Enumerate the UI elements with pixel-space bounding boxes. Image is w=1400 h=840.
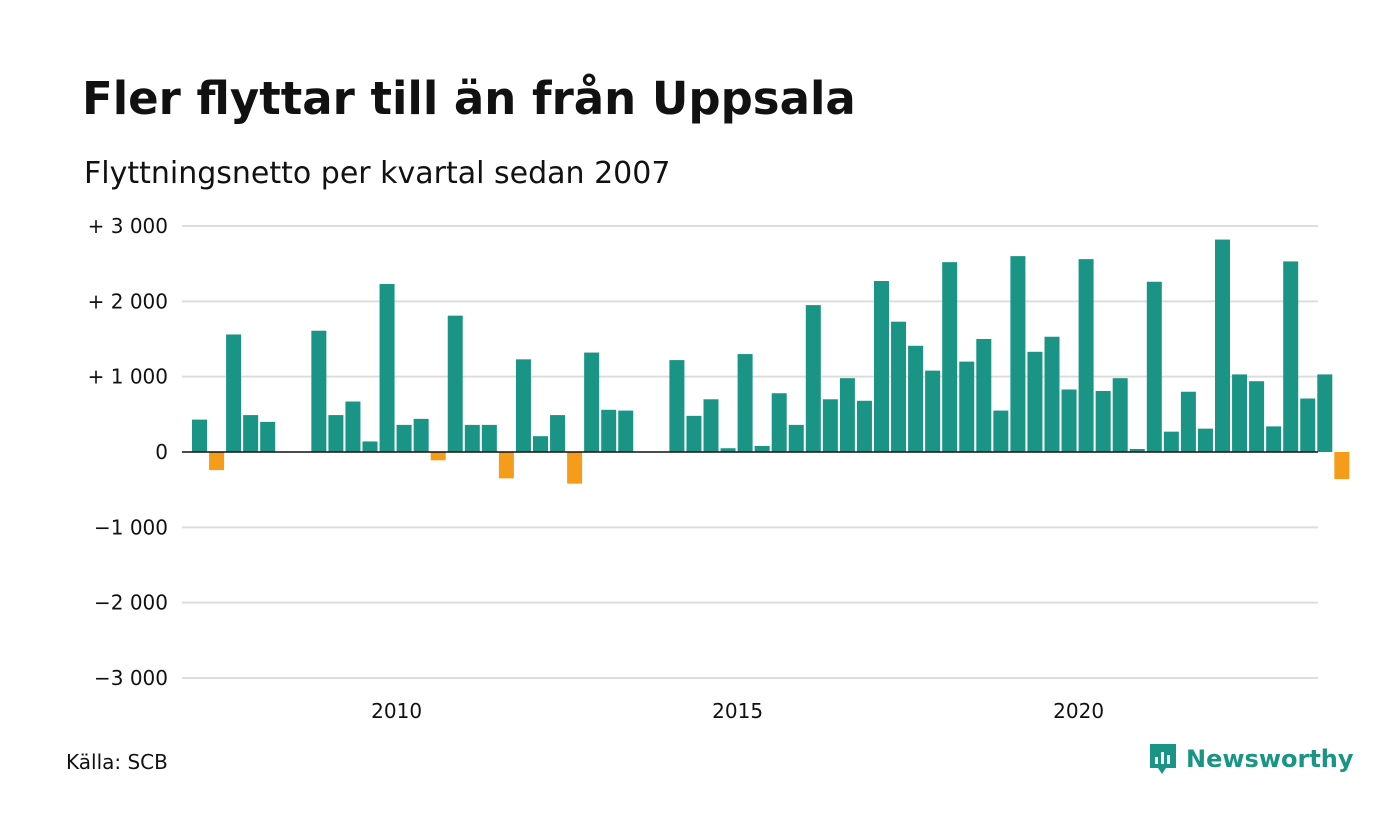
bar-2023-k4 bbox=[1334, 452, 1350, 480]
bars bbox=[192, 239, 1350, 484]
bar-2010-k2 bbox=[413, 418, 429, 452]
bar-2011-k1 bbox=[464, 424, 480, 452]
bar-2020-k1 bbox=[1078, 259, 1094, 452]
brand-name: Newsworthy bbox=[1186, 745, 1354, 773]
bar-2018-k3 bbox=[976, 339, 992, 452]
bar-2020-k4 bbox=[1129, 448, 1145, 452]
bar-2007-k1 bbox=[192, 419, 207, 452]
bar-2023-k2 bbox=[1300, 398, 1316, 452]
bar-2022-k3 bbox=[1249, 381, 1265, 452]
bar-2010-k3 bbox=[430, 452, 446, 461]
bar-2010-k4 bbox=[447, 315, 463, 452]
bar-2019-k1 bbox=[1010, 256, 1026, 452]
bar-2009-k2 bbox=[345, 401, 361, 452]
bar-2011-k4 bbox=[515, 359, 531, 452]
y-tick-label: 0 bbox=[155, 440, 168, 464]
bar-2012-k1 bbox=[533, 436, 548, 452]
bar-2016-k3 bbox=[839, 378, 855, 452]
bar-2023-k3 bbox=[1317, 374, 1333, 452]
bar-2017-k2 bbox=[891, 321, 907, 452]
y-tick-label: −1 000 bbox=[94, 515, 168, 539]
bar-2009-k3 bbox=[362, 441, 378, 452]
chart-subtitle: Flyttningsnetto per kvartal sedan 2007 bbox=[84, 156, 671, 191]
x-axis-ticks: 2010 2015 2020 bbox=[371, 699, 1104, 723]
bar-2011-k2 bbox=[481, 424, 497, 452]
x-tick-label: 2015 bbox=[712, 699, 763, 723]
bar-2015-k4 bbox=[788, 424, 804, 452]
bar-2010-k1 bbox=[396, 424, 412, 452]
y-tick-label: + 2 000 bbox=[88, 289, 168, 313]
bar-2021-k2 bbox=[1163, 431, 1179, 452]
newsworthy-logo-icon bbox=[1150, 744, 1176, 774]
bar-2016-k1 bbox=[805, 305, 821, 452]
bar-2020-k3 bbox=[1112, 378, 1128, 452]
bar-2019-k4 bbox=[1061, 389, 1077, 452]
x-tick-label: 2020 bbox=[1053, 699, 1104, 723]
bar-2012-k2 bbox=[550, 415, 566, 452]
bar-2009-k4 bbox=[379, 284, 395, 452]
bar-2008-k4 bbox=[311, 330, 327, 452]
bar-2021-k3 bbox=[1180, 391, 1196, 452]
source-note: Källa: SCB bbox=[66, 750, 168, 774]
bar-2016-k4 bbox=[856, 400, 872, 452]
y-tick-label: −2 000 bbox=[94, 591, 168, 615]
y-tick-label: + 3 000 bbox=[88, 214, 168, 238]
bar-2022-k1 bbox=[1215, 239, 1230, 452]
bar-2015-k3 bbox=[771, 393, 787, 452]
bar-2008-k1 bbox=[260, 421, 276, 452]
brand-logo: Newsworthy bbox=[1148, 742, 1354, 776]
bar-2017-k1 bbox=[874, 280, 889, 452]
bar-2015-k1 bbox=[737, 354, 753, 452]
bar-2014-k4 bbox=[720, 448, 736, 452]
bar-2018-k1 bbox=[942, 262, 958, 452]
bar-2018-k4 bbox=[993, 410, 1009, 452]
bar-2018-k2 bbox=[959, 361, 975, 452]
bar-2007-k2 bbox=[209, 452, 225, 471]
y-tick-label: + 1 000 bbox=[88, 365, 168, 389]
bar-2022-k2 bbox=[1232, 374, 1248, 452]
bar-2017-k4 bbox=[925, 370, 941, 452]
bar-2021-k1 bbox=[1146, 281, 1162, 452]
bar-2013-k2 bbox=[618, 410, 634, 452]
bar-2012-k4 bbox=[584, 352, 600, 452]
bar-2015-k2 bbox=[754, 445, 770, 452]
y-tick-label: −3 000 bbox=[94, 666, 168, 690]
bar-2007-k3 bbox=[226, 334, 242, 452]
bar-2009-k1 bbox=[328, 415, 344, 452]
bar-2022-k4 bbox=[1266, 426, 1282, 452]
bar-2014-k3 bbox=[703, 399, 719, 452]
bar-2023-k1 bbox=[1283, 261, 1299, 452]
chart-title: Fler flyttar till än från Uppsala bbox=[82, 72, 856, 125]
x-tick-label: 2010 bbox=[371, 699, 422, 723]
bar-2020-k2 bbox=[1095, 390, 1111, 452]
bar-2007-k4 bbox=[243, 415, 259, 452]
bar-2019-k3 bbox=[1044, 336, 1060, 452]
bar-2016-k2 bbox=[822, 399, 838, 452]
bar-2011-k3 bbox=[498, 452, 514, 479]
bar-2021-k4 bbox=[1197, 428, 1213, 452]
y-axis-ticks: + 3 000 + 2 000 + 1 000 0 −1 000 −2 000 −3 000 bbox=[88, 214, 168, 690]
bar-2014-k1 bbox=[669, 360, 685, 452]
bar-2012-k3 bbox=[567, 452, 583, 484]
bar-2017-k3 bbox=[908, 345, 924, 452]
bar-2014-k2 bbox=[686, 415, 702, 452]
bar-2013-k1 bbox=[601, 409, 617, 452]
bar-2019-k2 bbox=[1027, 351, 1043, 452]
